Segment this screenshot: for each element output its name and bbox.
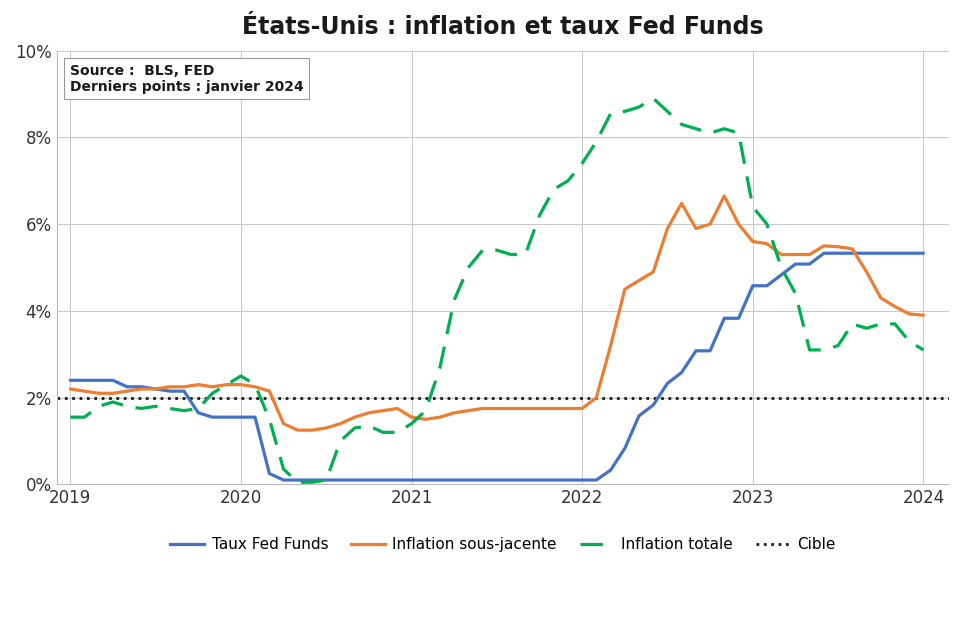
Taux Fed Funds: [377, 476, 388, 484]
Legend: Taux Fed Funds, Inflation sous-jacente, Inflation totale, Cible: Taux Fed Funds, Inflation sous-jacente, …: [164, 531, 842, 558]
Taux Fed Funds: [263, 470, 275, 477]
Taux Fed Funds: [278, 476, 289, 484]
Taux Fed Funds: [591, 476, 602, 484]
Inflation totale: [918, 346, 929, 354]
Title: États-Unis : inflation et taux Fed Funds: États-Unis : inflation et taux Fed Funds: [242, 15, 763, 39]
Line: Inflation sous-jacente: Inflation sous-jacente: [70, 196, 924, 430]
Inflation sous-jacente: [292, 426, 304, 434]
Inflation sous-jacente: [377, 407, 388, 414]
Inflation totale: [534, 212, 546, 219]
Inflation totale: [263, 416, 275, 423]
Inflation sous-jacente: [263, 387, 275, 395]
Inflation sous-jacente: [718, 192, 730, 200]
Taux Fed Funds: [235, 413, 247, 421]
Inflation totale: [648, 95, 659, 102]
Taux Fed Funds: [534, 476, 546, 484]
Taux Fed Funds: [65, 377, 76, 384]
Taux Fed Funds: [918, 249, 929, 257]
Inflation sous-jacente: [65, 385, 76, 392]
Inflation sous-jacente: [591, 394, 602, 401]
Taux Fed Funds: [832, 249, 844, 257]
Inflation totale: [832, 342, 844, 349]
Line: Inflation totale: Inflation totale: [70, 99, 924, 482]
Inflation sous-jacente: [918, 311, 929, 319]
Inflation sous-jacente: [235, 381, 247, 388]
Inflation totale: [235, 372, 247, 380]
Inflation totale: [377, 428, 388, 436]
Inflation sous-jacente: [832, 243, 844, 251]
Text: Source :  BLS, FED
Derniers points : janvier 2024: Source : BLS, FED Derniers points : janv…: [70, 63, 304, 94]
Inflation totale: [65, 413, 76, 421]
Line: Taux Fed Funds: Taux Fed Funds: [70, 253, 924, 480]
Inflation totale: [591, 138, 602, 146]
Taux Fed Funds: [818, 249, 830, 257]
Inflation sous-jacente: [534, 404, 546, 412]
Inflation totale: [292, 479, 304, 486]
